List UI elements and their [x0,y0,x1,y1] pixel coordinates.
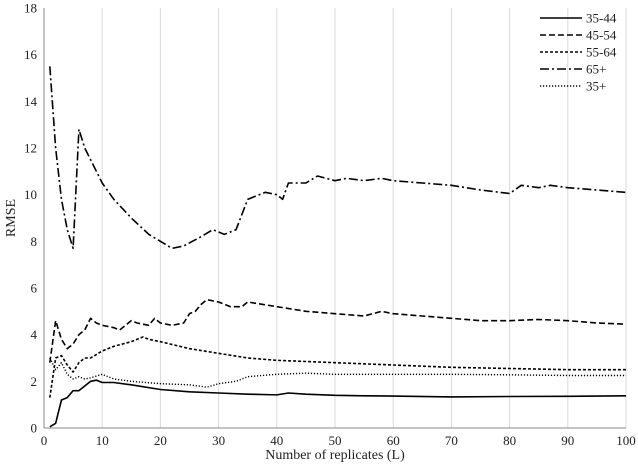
x-axis-title: Number of replicates (L) [265,448,405,463]
legend-label: 65+ [586,62,606,77]
y-tick-label: 16 [24,47,38,62]
x-tick-label: 10 [96,433,109,448]
x-tick-label: 40 [270,433,283,448]
x-tick-label: 50 [329,433,342,448]
x-tick-label: 30 [212,433,225,448]
x-tick-label: 80 [503,433,516,448]
series-line-45-54 [49,298,627,363]
series-line-35-44 [49,379,627,428]
y-tick-label: 10 [24,187,37,202]
legend-label: 35+ [586,79,606,94]
x-tick-label: 0 [41,433,48,448]
legend-label: 45-54 [586,28,617,43]
x-tick-label: 20 [154,433,167,448]
y-tick-label: 8 [31,234,38,249]
legend-label: 55-64 [586,45,617,60]
series-layer [49,66,627,428]
axis-layer: 0 10 20 30 40 50 60 70 80 90 100 0 2 4 6 8 10 12 14 16 18 [24,1,636,449]
y-tick-label: 0 [31,421,38,436]
legend-label: 35-44 [586,11,617,26]
legend: 35-44 45-54 55-64 65+ 35+ [540,11,617,94]
y-tick-label: 4 [31,327,38,342]
x-tick-label: 60 [387,433,400,448]
y-tick-label: 18 [24,1,37,16]
y-tick-label: 12 [24,141,37,156]
x-tick-label: 70 [445,433,458,448]
y-tick-label: 2 [31,374,38,389]
y-axis-title: RMSE [4,199,19,237]
x-tick-label: 90 [561,433,574,448]
grid-layer [43,8,627,428]
series-line-35 [49,357,626,388]
y-tick-label: 14 [24,94,38,109]
series-line-65 [49,66,627,250]
y-tick-label: 6 [31,281,38,296]
x-tick-label: 100 [616,433,636,448]
series-line-55-64 [49,336,626,398]
